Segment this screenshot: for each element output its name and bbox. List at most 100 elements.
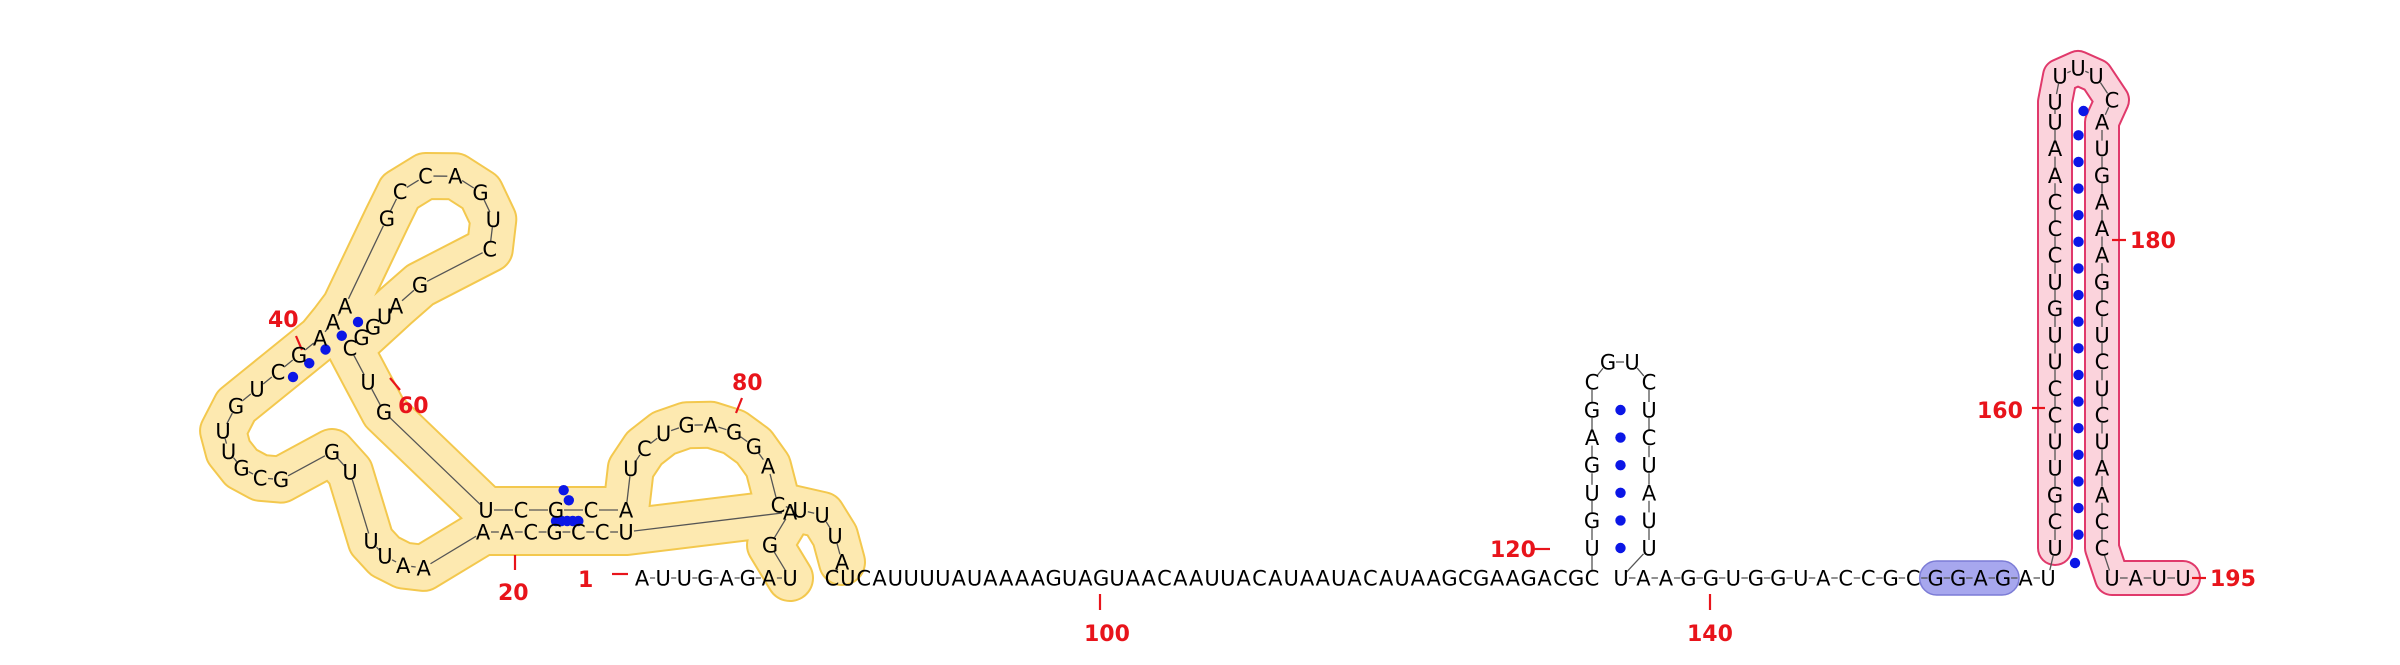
backbone-bond	[1636, 367, 1645, 377]
nucleotide: U	[2047, 324, 2062, 348]
nucleotide: U	[1331, 567, 1346, 591]
backbone-bond	[224, 438, 228, 444]
nucleotide: C	[2095, 537, 2110, 561]
backbone-bond	[389, 198, 398, 212]
base-pair-dot	[1615, 404, 1626, 416]
nucleotide: U	[935, 567, 950, 591]
base-pair-dot	[287, 371, 299, 383]
nucleotide: A	[2095, 190, 2110, 214]
nucleotide: A	[2048, 164, 2063, 188]
base-pair-dot	[558, 484, 569, 496]
nucleotide: G	[1703, 567, 1719, 591]
backbone-bond	[461, 179, 475, 189]
backbone-bond	[2067, 70, 2071, 74]
nucleotide: U	[1793, 567, 1808, 591]
index-label-1: 1	[578, 568, 593, 593]
nucleotide: G	[1748, 567, 1764, 591]
nucleotide: G	[233, 456, 249, 480]
backbone-bond	[353, 354, 365, 376]
base-pair-dot	[304, 358, 315, 369]
index-label-180: 180	[2130, 229, 2176, 254]
nucleotide: A	[999, 567, 1014, 591]
index-label-80: 80	[732, 371, 763, 396]
nucleotide: A	[1141, 567, 1156, 591]
nucleotide: A	[326, 311, 341, 335]
backbone-bond	[389, 417, 481, 505]
nucleotide: A	[389, 295, 404, 319]
domain-1-highlight-fill	[201, 154, 864, 600]
nucleotide: U	[1584, 481, 1599, 505]
nucleotide: A	[1078, 567, 1093, 591]
base-pair-dot	[2073, 289, 2084, 301]
base-pair-dot	[1615, 460, 1626, 471]
base-pair-dot	[2073, 130, 2084, 141]
nucleotide: U	[2047, 91, 2062, 115]
index-label-20: 20	[498, 581, 529, 606]
backbone-bond	[371, 388, 381, 406]
nucleotide: G	[376, 401, 392, 425]
index-label-140: 140	[1687, 622, 1733, 647]
nucleotide: U	[2094, 324, 2109, 348]
backbone-bond	[1625, 553, 1645, 573]
nucleotide: G	[762, 534, 778, 558]
backbone-bond	[670, 427, 680, 432]
base-pair-dot	[2069, 557, 2081, 569]
backbone-bond	[232, 457, 238, 462]
nucleotide: U	[2047, 430, 2062, 454]
nucleotide: A	[1537, 567, 1552, 591]
base-pair-dot	[2073, 502, 2084, 514]
nucleotide: C	[2048, 403, 2063, 427]
nucleotide: U	[677, 567, 692, 591]
nucleotide: C	[482, 237, 497, 261]
nucleotide: G	[379, 207, 395, 231]
nucleotide: A	[396, 554, 411, 578]
base-pair-dot	[2073, 529, 2084, 540]
base-pair-dot	[2073, 156, 2084, 168]
nucleotide: U	[2094, 137, 2109, 161]
base-pair-dot	[1615, 487, 1626, 498]
backbone-bond	[2104, 107, 2110, 115]
nucleotide: C	[271, 361, 286, 385]
backbone-bond	[375, 546, 380, 551]
nucleotide: C	[1585, 371, 1600, 395]
nucleotide: U	[888, 567, 903, 591]
nucleotide: C	[1363, 567, 1378, 591]
nucleotide: A	[476, 521, 491, 545]
nucleotide: A	[619, 499, 634, 523]
nucleotide: U	[623, 457, 638, 481]
nucleotide: C	[2095, 510, 2110, 534]
nucleotide: U	[2094, 430, 2109, 454]
nucleotide: U	[1062, 567, 1077, 591]
nucleotide: G	[2047, 297, 2063, 321]
backbone-bond	[248, 471, 254, 475]
nucleotide: A	[1585, 426, 1600, 450]
nucleotide: G	[291, 344, 307, 368]
nucleotide: U	[1109, 567, 1124, 591]
backbone-bond	[718, 426, 727, 431]
backbone-bond	[337, 312, 341, 316]
backbone-bond	[634, 454, 641, 463]
nucleotide: A	[1636, 567, 1651, 591]
nucleotide: C	[825, 567, 840, 591]
nucleotide: A	[635, 567, 650, 591]
nucleotide: A	[448, 165, 463, 189]
backbone-bond	[401, 289, 415, 302]
nucleotide: C	[1861, 567, 1876, 591]
nucleotide: U	[1394, 567, 1409, 591]
backbone-bond	[773, 551, 787, 572]
backbone-bond	[430, 535, 477, 565]
nucleotide: A	[2095, 483, 2110, 507]
nucleotide: U	[1641, 537, 1656, 561]
base-pair-dot	[336, 330, 347, 341]
nucleotide: A	[2095, 217, 2110, 241]
nucleotide: A	[1379, 567, 1394, 591]
nucleotide: G	[2094, 270, 2110, 294]
backbone-bond	[336, 457, 346, 467]
nucleotide: A	[1031, 567, 1046, 591]
base-pair-dot	[2073, 343, 2084, 354]
backbone-bond	[773, 518, 787, 539]
nucleotide: C	[1252, 567, 1267, 591]
nucleotide: C	[514, 499, 529, 523]
nucleotide: G	[1995, 567, 2011, 591]
